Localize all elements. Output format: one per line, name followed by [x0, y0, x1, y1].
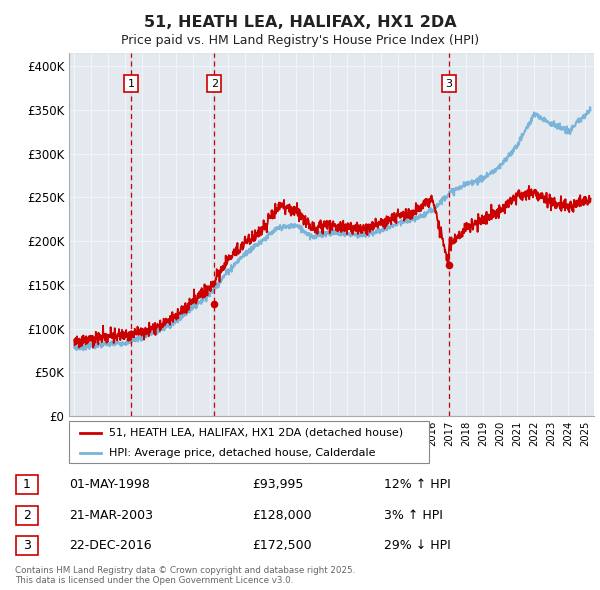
Text: 1: 1	[23, 478, 31, 491]
Text: 3% ↑ HPI: 3% ↑ HPI	[384, 509, 443, 522]
Text: 51, HEATH LEA, HALIFAX, HX1 2DA (detached house): 51, HEATH LEA, HALIFAX, HX1 2DA (detache…	[109, 428, 403, 438]
Text: £93,995: £93,995	[252, 478, 304, 491]
Text: 22-DEC-2016: 22-DEC-2016	[69, 539, 152, 552]
Text: 1: 1	[127, 78, 134, 88]
Bar	[214, 53, 449, 416]
FancyBboxPatch shape	[16, 475, 38, 494]
Text: 3: 3	[23, 539, 31, 552]
Text: 2: 2	[211, 78, 218, 88]
Text: 51, HEATH LEA, HALIFAX, HX1 2DA: 51, HEATH LEA, HALIFAX, HX1 2DA	[143, 15, 457, 30]
Bar	[131, 53, 214, 416]
Text: £128,000: £128,000	[252, 509, 311, 522]
Text: 12% ↑ HPI: 12% ↑ HPI	[384, 478, 451, 491]
Text: Price paid vs. HM Land Registry's House Price Index (HPI): Price paid vs. HM Land Registry's House …	[121, 34, 479, 47]
Text: 01-MAY-1998: 01-MAY-1998	[69, 478, 150, 491]
Text: £172,500: £172,500	[252, 539, 311, 552]
Bar	[69, 53, 131, 416]
Text: 29% ↓ HPI: 29% ↓ HPI	[384, 539, 451, 552]
Text: Contains HM Land Registry data © Crown copyright and database right 2025.
This d: Contains HM Land Registry data © Crown c…	[15, 566, 355, 585]
Text: 2: 2	[23, 509, 31, 522]
Bar	[449, 53, 594, 416]
FancyBboxPatch shape	[16, 536, 38, 555]
Text: HPI: Average price, detached house, Calderdale: HPI: Average price, detached house, Cald…	[109, 448, 375, 457]
FancyBboxPatch shape	[69, 421, 429, 463]
Text: 3: 3	[445, 78, 452, 88]
FancyBboxPatch shape	[16, 506, 38, 525]
Text: 21-MAR-2003: 21-MAR-2003	[69, 509, 153, 522]
